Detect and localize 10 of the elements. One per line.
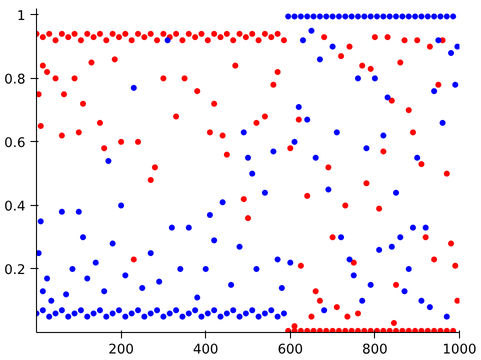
y-tick-label: 0.4 bbox=[4, 199, 26, 214]
y-tick-label: 1 bbox=[17, 8, 26, 24]
x-tick-label: 1000 bbox=[442, 342, 476, 358]
x-tick-label: 200 bbox=[108, 342, 134, 358]
x-tick-label: 600 bbox=[278, 342, 304, 358]
y-tick-label: 0.6 bbox=[4, 136, 26, 151]
y-tick-label: 0.2 bbox=[4, 262, 26, 278]
x-tick-label: 400 bbox=[192, 342, 218, 358]
y-tick-label: 0.8 bbox=[4, 72, 26, 88]
x-tick-label: 800 bbox=[362, 342, 388, 358]
